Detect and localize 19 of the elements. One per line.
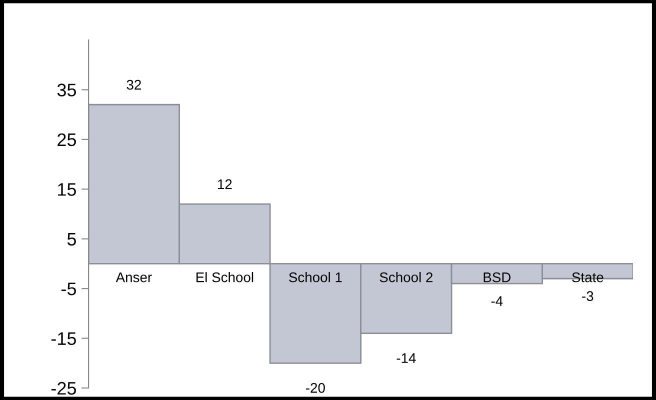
y-tick-label: 25 [58,133,76,146]
y-tick-label: -15 [51,332,76,346]
x-tick-label: State [572,272,604,282]
data-label: -4 [491,296,503,306]
x-tick-label: El School [196,272,254,282]
data-label: 12 [218,179,232,189]
y-tick-label: 35 [57,84,76,96]
data-label: -14 [396,353,416,363]
y-tick-label: -5 [62,282,76,296]
data-label: 32 [126,80,141,90]
x-tick-label: BSD [484,272,511,282]
x-tick-label: Anser [116,272,152,282]
data-label: -20 [306,383,325,393]
y-tick-label: 5 [67,232,76,246]
data-label: -3 [582,291,594,302]
x-tick-label: School 1 [289,272,342,282]
y-tick-label: 15 [58,183,76,196]
x-tick-label: School 2 [380,272,432,282]
y-tick-label: -25 [51,382,76,395]
